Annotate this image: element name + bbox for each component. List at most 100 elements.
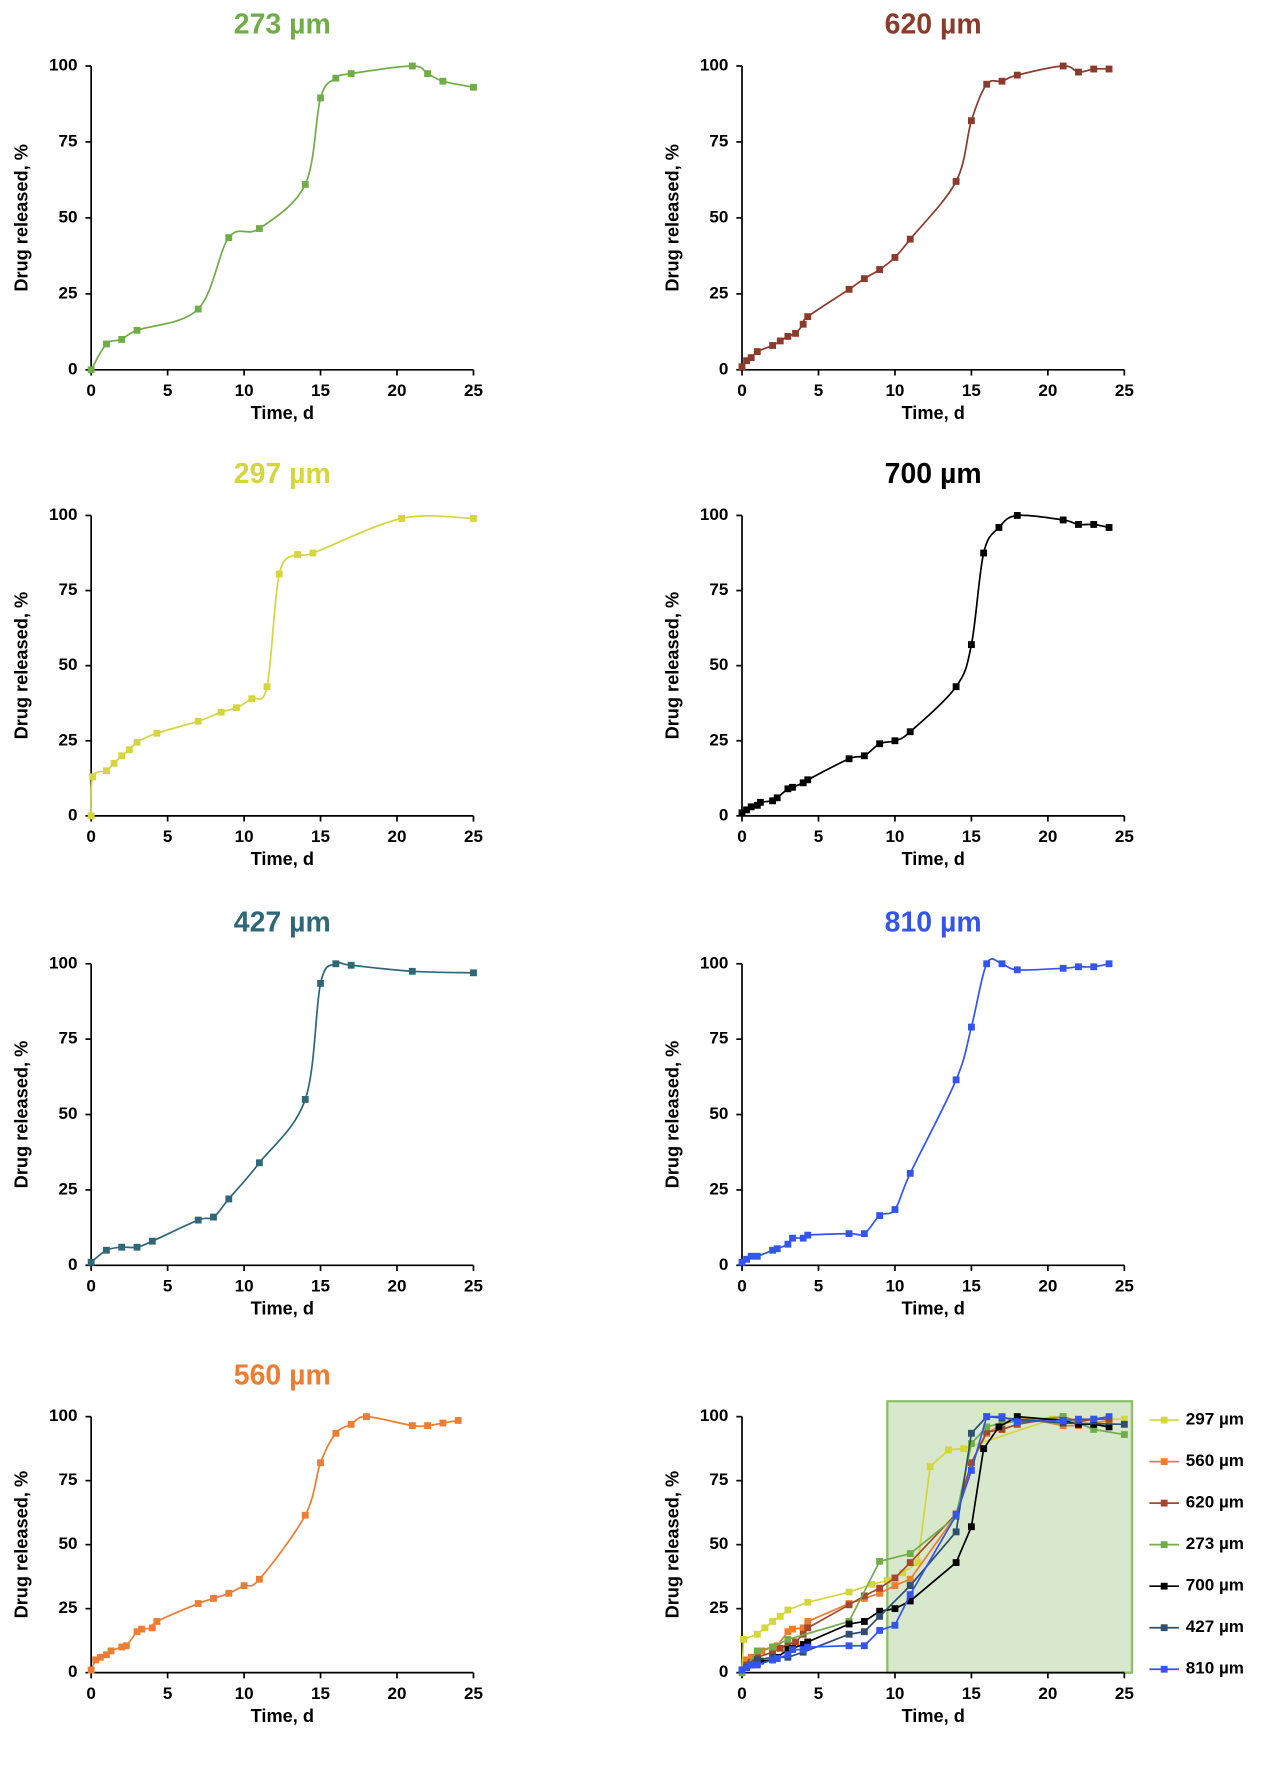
data-point [743, 1656, 751, 1664]
data-point [845, 1620, 853, 1628]
data-point [799, 1234, 807, 1242]
data-point [799, 779, 807, 787]
data-point [773, 1245, 781, 1253]
x-tick-label: 25 [1115, 1276, 1134, 1295]
y-tick-label: 100 [49, 505, 77, 524]
y-tick-label: 25 [59, 283, 78, 302]
chart-panel: 810 µm 0 25 50 75 100 0 5 10 15 20 25 Time, d Drug re… [663, 906, 1134, 1318]
y-tick-label: 75 [59, 131, 78, 150]
data-point [470, 515, 477, 522]
data-point [133, 1243, 141, 1251]
data-point [967, 1023, 975, 1031]
x-tick-label: 5 [814, 381, 823, 400]
data-point [1059, 964, 1067, 972]
data-point [92, 1656, 100, 1664]
x-axis-label: Time, d [251, 1706, 314, 1726]
series-line [741, 958, 1110, 1264]
data-point [906, 235, 914, 243]
data-point [1013, 966, 1021, 974]
data-point [1013, 71, 1021, 79]
x-tick-label: 25 [1115, 827, 1134, 846]
data-point [1120, 1431, 1128, 1438]
data-point [118, 1643, 126, 1651]
x-tick-label: 10 [885, 381, 904, 400]
data-point [275, 570, 283, 578]
x-axis-label: Time, d [251, 403, 314, 423]
chart-title: 273 µm [234, 9, 331, 41]
x-tick-label: 5 [814, 1684, 823, 1703]
data-point [876, 740, 884, 748]
data-point [980, 1445, 988, 1453]
x-axis-label: Time, d [902, 1706, 965, 1726]
y-tick-label: 100 [700, 55, 728, 74]
data-point [148, 1237, 156, 1245]
data-point [332, 1429, 340, 1437]
data-point [906, 1591, 914, 1598]
data-point [983, 80, 991, 88]
data-point [225, 1195, 233, 1203]
chart-panel: 0 25 50 75 100 0 5 10 15 20 25 Time, d Drug released… [663, 1400, 1244, 1726]
data-point [408, 62, 416, 70]
data-point [424, 1422, 432, 1430]
data-point [153, 729, 161, 737]
data-point [906, 1575, 914, 1583]
x-tick-label: 15 [962, 827, 981, 846]
x-tick-label: 25 [1115, 381, 1134, 400]
data-point [1105, 960, 1113, 968]
legend-label: 427 µm [1186, 1617, 1244, 1636]
data-point [753, 348, 761, 355]
x-axis-label: Time, d [251, 849, 314, 869]
data-point [87, 1258, 95, 1266]
data-point [799, 1624, 807, 1632]
data-point [87, 1666, 95, 1674]
data-point [103, 1246, 110, 1254]
data-point [753, 1656, 761, 1664]
y-tick-label: 25 [709, 283, 728, 302]
data-point [906, 1582, 914, 1590]
data-point [87, 812, 95, 820]
data-point [792, 1638, 799, 1646]
data-point [125, 746, 133, 754]
y-tick-label: 0 [68, 359, 77, 378]
x-tick-label: 15 [311, 1684, 330, 1703]
data-point [332, 74, 340, 82]
legend-label: 810 µm [1186, 1659, 1244, 1678]
x-axis-label: Time, d [902, 849, 965, 869]
data-point [1013, 512, 1021, 519]
x-tick-label: 10 [885, 1276, 904, 1295]
y-tick-label: 50 [59, 655, 78, 674]
data-point [103, 1651, 110, 1659]
legend-label: 273 µm [1186, 1534, 1244, 1553]
data-point [789, 1234, 796, 1242]
data-point [761, 1624, 769, 1632]
series-line [741, 65, 1110, 368]
data-point [225, 234, 233, 242]
data-point [784, 1646, 792, 1654]
data-point [804, 1643, 812, 1651]
x-axis-label: Time, d [251, 1298, 314, 1318]
data-point [1059, 62, 1067, 70]
data-point [967, 1466, 975, 1474]
x-tick-label: 15 [962, 1684, 981, 1703]
chart-title: 427 µm [234, 906, 331, 938]
y-tick-label: 50 [709, 1534, 728, 1553]
y-tick-label: 100 [700, 953, 728, 972]
x-tick-label: 20 [1038, 1684, 1057, 1703]
data-point [799, 1646, 807, 1654]
legend-marker [1160, 1665, 1168, 1673]
data-point [983, 960, 991, 968]
data-point [103, 767, 110, 775]
data-point [952, 1559, 960, 1566]
y-tick-label: 25 [709, 1179, 728, 1198]
data-point [845, 1588, 853, 1596]
data-point [1013, 1413, 1021, 1421]
y-tick-label: 0 [719, 1255, 728, 1274]
x-tick-label: 5 [163, 1276, 172, 1295]
data-point [769, 1618, 777, 1625]
data-point [225, 1589, 233, 1597]
x-tick-label: 15 [311, 1276, 330, 1295]
data-point [776, 337, 784, 345]
chart-panel: 700 µm 0 25 50 75 100 0 5 10 15 20 25 Time, d Drug re… [663, 458, 1134, 869]
data-point [301, 1511, 309, 1519]
